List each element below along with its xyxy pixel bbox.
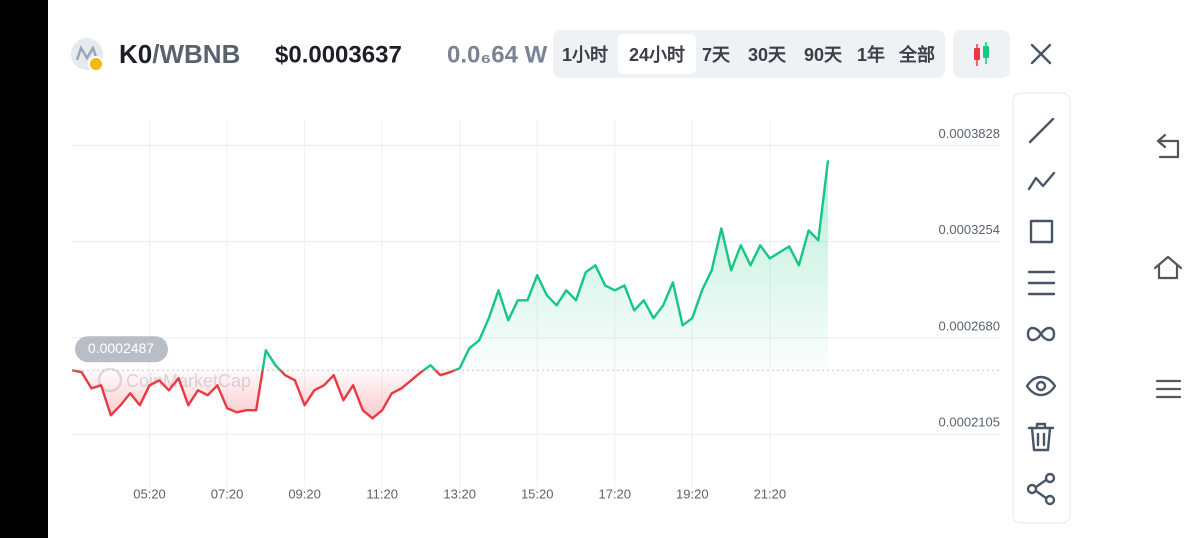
time-tab[interactable]: 1年 (857, 44, 885, 65)
price-line-up (72, 160, 830, 371)
time-tab[interactable]: 90天 (804, 45, 843, 65)
rectangle-tool[interactable] (1029, 219, 1054, 244)
x-tick-label: 13:20 (443, 486, 476, 501)
close-button[interactable] (1030, 43, 1052, 65)
eye-pupil (1035, 380, 1047, 392)
button-bg[interactable] (953, 30, 1010, 78)
time-tab[interactable]: 1小时 (562, 45, 608, 65)
polyline-tool[interactable] (1027, 171, 1056, 191)
delete-tool[interactable] (1027, 422, 1055, 452)
nav-back[interactable] (1156, 133, 1180, 159)
time-tab[interactable]: 7天 (702, 45, 731, 65)
trend-line-tool[interactable] (1028, 117, 1055, 144)
nav-menu[interactable] (1155, 379, 1182, 399)
x-tick-label: 21:20 (754, 486, 787, 501)
area-up (262, 160, 828, 371)
toolbar-bg (1012, 92, 1071, 524)
time-tab[interactable]: 24小时 (629, 45, 685, 65)
active-tab-bg[interactable] (618, 34, 696, 74)
pair: K0/WBNB (119, 39, 240, 69)
y-tick-label: 0.0003254 (939, 222, 1000, 237)
share-link (1034, 478, 1048, 500)
x-tick-label: 15:20 (521, 486, 554, 501)
candle-body (974, 48, 980, 60)
share-node (1026, 483, 1038, 495)
candle-body (983, 46, 989, 58)
pair-base: K0 (119, 39, 152, 69)
chain-badge (88, 56, 104, 72)
time-tab[interactable]: 30天 (748, 45, 787, 65)
left-bezel (0, 0, 48, 538)
x-tick-label: 05:20 (133, 486, 166, 501)
tabs: 1小时 24小时 7天 30天 90天 1年 全部 (562, 34, 935, 74)
y-tick-label: 0.0002105 (939, 415, 1000, 430)
x-tick-label: 19:20 (676, 486, 709, 501)
header: K0/WBNB $0.0003637 0.0₆64 W (71, 38, 548, 72)
share-node (1044, 472, 1056, 484)
x-tick-label: 07:20 (211, 486, 244, 501)
pattern-tool[interactable] (1026, 326, 1056, 342)
close-icon[interactable] (1030, 43, 1052, 65)
baseline-label-bg (75, 336, 168, 363)
visibility-tool[interactable] (1025, 375, 1057, 397)
fib-tool[interactable] (1027, 270, 1056, 296)
pair-quote: /WBNB (152, 39, 240, 69)
chart-layer: 05:20 07:20 09:20 11:20 13:20 15:20 17:20 19:20… (71, 120, 1000, 501)
y-tick-label: 0.0003828 (939, 126, 1000, 141)
time-tab[interactable]: 全部 (898, 44, 935, 65)
nav-home[interactable] (1153, 255, 1183, 280)
price-change: 0.0₆64 W (447, 41, 548, 68)
x-tick-label: 11:20 (366, 486, 398, 501)
share-tool[interactable] (1026, 472, 1056, 506)
share-node (1044, 494, 1056, 506)
y-tick-label: 0.0002680 (939, 318, 1000, 333)
x-tick-label: 17:20 (598, 486, 631, 501)
area-down (72, 370, 828, 419)
chart-style-button[interactable] (953, 30, 1010, 78)
logo-mark (75, 45, 99, 61)
drawing-toolbar (1012, 92, 1071, 524)
eye-icon[interactable] (1025, 375, 1057, 397)
price: $0.0003637 (275, 41, 402, 68)
baseline-label: 0.0002487 (88, 340, 154, 356)
price-line-down (71, 370, 459, 420)
x-tick-label: 09:20 (288, 486, 321, 501)
